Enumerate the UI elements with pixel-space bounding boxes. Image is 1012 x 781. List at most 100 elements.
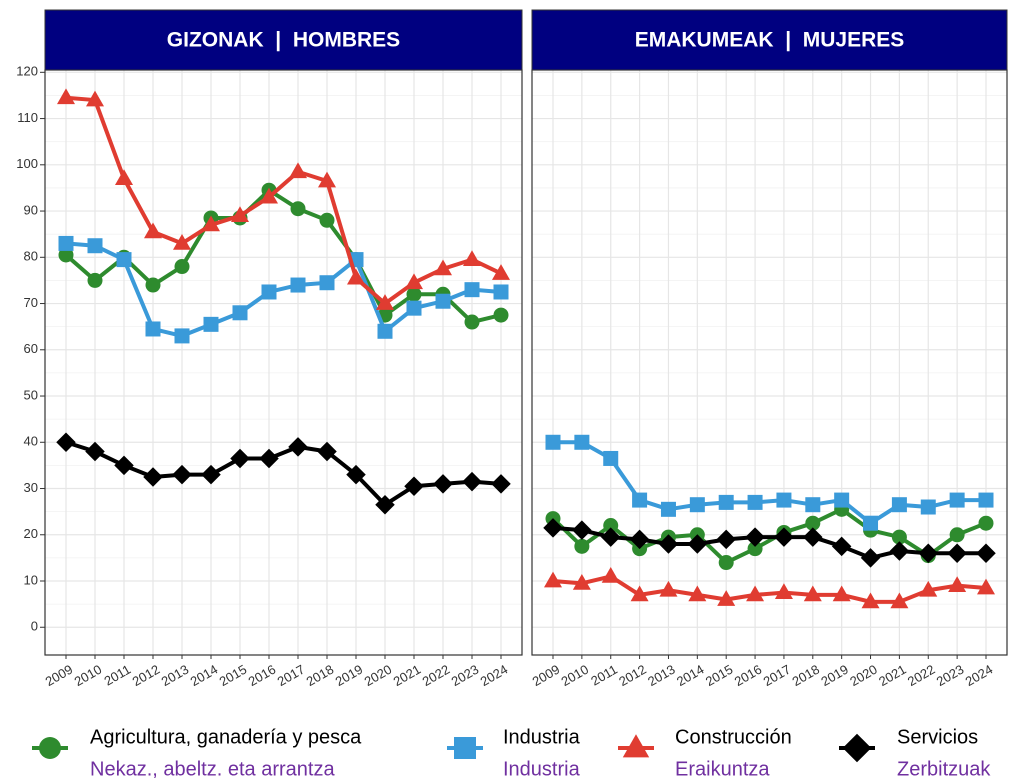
x-tick-label: 2011: [588, 662, 620, 689]
marker: [660, 501, 676, 517]
marker: [464, 314, 480, 330]
marker: [114, 455, 134, 476]
series-line: [553, 440, 986, 526]
x-tick-label: 2018: [304, 662, 337, 689]
x-tick-label: 2009: [43, 662, 76, 689]
panel-bg: [532, 70, 1007, 655]
marker: [454, 737, 476, 759]
marker: [717, 590, 736, 606]
marker: [805, 497, 821, 513]
marker: [493, 284, 509, 300]
x-tick-label: 2013: [159, 662, 192, 689]
x-tick-label: 2023: [449, 662, 482, 689]
x-tick-label: 2021: [391, 662, 424, 689]
x-tick-label: 2014: [674, 662, 707, 689]
marker: [86, 90, 104, 107]
marker: [600, 527, 621, 547]
marker: [544, 571, 562, 588]
marker: [629, 529, 650, 550]
marker: [978, 515, 994, 531]
marker: [658, 534, 679, 554]
legend-label: Construcción: [675, 726, 792, 748]
marker: [689, 497, 705, 513]
marker: [319, 212, 335, 228]
x-tick-label: 2021: [876, 662, 909, 689]
marker: [435, 293, 451, 309]
marker: [977, 578, 995, 595]
legend-sublabel: Nekaz., abeltz. eta arrantza: [90, 758, 335, 780]
x-tick-label: 2010: [72, 662, 105, 689]
marker: [603, 518, 619, 534]
marker: [462, 471, 482, 492]
marker: [232, 305, 248, 321]
legend-label: Industria: [503, 726, 581, 748]
marker: [543, 518, 563, 538]
marker: [434, 259, 452, 276]
y-tick-label: 70: [24, 295, 38, 310]
panel-title: GIZONAK | HOMBRES: [167, 29, 400, 52]
y-tick-label: 60: [24, 341, 38, 356]
x-tick-label: 2018: [789, 662, 822, 689]
legend-label: Servicios: [897, 726, 978, 748]
series-line: [65, 241, 502, 338]
marker: [290, 201, 306, 217]
marker: [115, 169, 133, 186]
marker: [949, 527, 965, 543]
x-tick-label: 2014: [188, 662, 221, 689]
marker: [346, 464, 366, 485]
y-tick-label: 100: [16, 156, 38, 171]
y-tick-label: 120: [16, 64, 38, 79]
marker: [630, 585, 649, 602]
y-tick-label: 90: [24, 202, 38, 217]
marker: [947, 543, 967, 564]
marker: [601, 567, 620, 583]
marker: [861, 592, 880, 609]
y-tick-label: 30: [24, 480, 38, 495]
marker: [406, 300, 422, 316]
marker: [948, 576, 967, 593]
x-tick-label: 2020: [362, 662, 395, 689]
marker: [201, 464, 221, 485]
marker: [290, 277, 306, 293]
marker: [174, 259, 190, 275]
marker: [978, 492, 994, 508]
marker: [405, 273, 423, 290]
marker: [231, 206, 249, 223]
marker: [463, 250, 481, 266]
marker: [493, 307, 509, 323]
marker: [39, 737, 61, 759]
x-tick-label: 2017: [275, 662, 308, 689]
marker: [572, 520, 592, 540]
y-tick-label: 110: [17, 110, 38, 125]
x-tick-label: 2019: [333, 662, 366, 689]
marker: [143, 467, 163, 487]
marker: [230, 448, 250, 469]
marker: [745, 527, 765, 547]
x-tick-label: 2012: [130, 662, 163, 689]
marker: [949, 492, 965, 508]
marker: [57, 88, 75, 105]
marker: [318, 171, 336, 188]
marker: [347, 268, 365, 285]
series-line: [65, 440, 502, 507]
marker: [834, 492, 850, 508]
marker: [404, 476, 424, 496]
marker: [622, 734, 650, 758]
marker: [891, 497, 907, 513]
marker: [688, 585, 707, 602]
marker: [172, 464, 192, 485]
marker: [144, 222, 162, 239]
marker: [747, 494, 763, 510]
x-tick-label: 2019: [818, 662, 851, 689]
marker: [289, 162, 307, 179]
legend-sublabel: Industria: [503, 758, 581, 780]
marker: [173, 234, 191, 250]
series-line: [64, 188, 502, 325]
marker: [805, 515, 821, 531]
marker: [317, 441, 337, 462]
marker: [376, 294, 394, 310]
marker: [259, 448, 279, 469]
marker: [863, 515, 879, 531]
x-tick-label: 2022: [905, 662, 938, 689]
marker: [574, 538, 590, 554]
